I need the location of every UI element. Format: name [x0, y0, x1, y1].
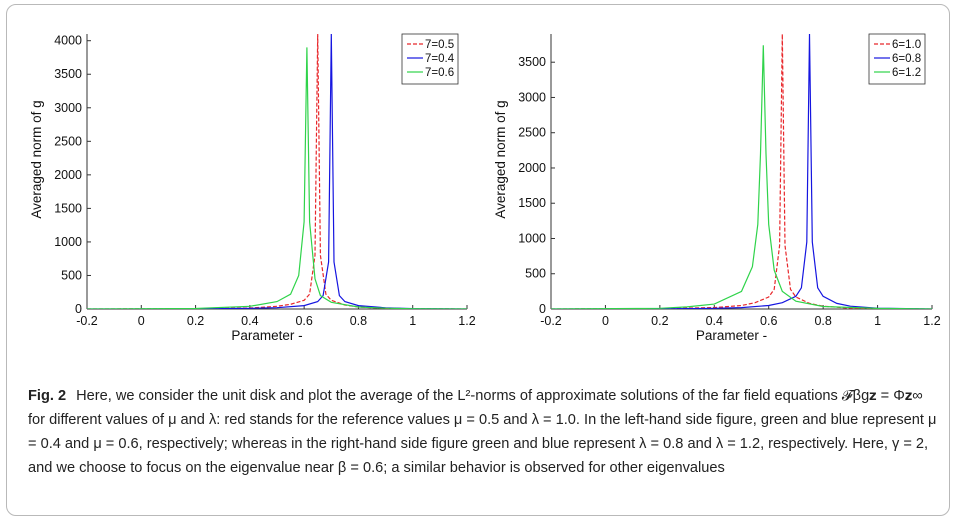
y-tick-label: 1500 [518, 196, 546, 210]
legend: 6=1.0 6=0.8 6=1.2 [868, 33, 926, 85]
y-axis-label: Averaged norm of g [493, 100, 508, 218]
plot-area [87, 33, 467, 309]
series-line-3 [551, 45, 932, 309]
y-tick-label: 2500 [54, 134, 82, 148]
x-tick-label: 0.8 [350, 314, 367, 328]
x-tick-label: 1.2 [458, 314, 475, 328]
x-tick-label: 0.4 [706, 314, 723, 328]
x-axis-label: Parameter - [231, 328, 302, 343]
x-tick-label: 0.6 [295, 314, 312, 328]
legend-label: 6=0.8 [892, 53, 921, 65]
chart-left: -0.2 0 0.2 0.4 0.6 0.8 1 1.20500100015002000250… [29, 33, 476, 343]
x-tick-label: 0 [138, 314, 145, 328]
y-tick-label: 2000 [54, 168, 82, 182]
series-line-3 [87, 47, 467, 309]
y-tick-label: 3000 [518, 90, 546, 104]
y-tick-label: 500 [525, 267, 546, 281]
legend-box [868, 33, 926, 85]
x-tick-label: 0.2 [187, 314, 204, 328]
x-tick-label: 0.8 [814, 314, 831, 328]
legend-label: 7=0.6 [425, 67, 454, 79]
x-tick-label: 0.4 [241, 314, 258, 328]
x-tick-label: 0.6 [760, 314, 777, 328]
y-tick-label: 4000 [54, 34, 82, 48]
y-tick-label: 500 [61, 268, 82, 282]
figure-charts: -0.2 0 0.2 0.4 0.6 0.8 1 1.20500100015002000250… [29, 33, 941, 343]
legend-label: 7=0.5 [425, 39, 454, 51]
x-tick-label: -0.2 [76, 314, 98, 328]
x-tick-label: 1.2 [923, 314, 940, 328]
y-axis-label: Averaged norm of g [29, 100, 44, 218]
x-tick-label: 1 [409, 314, 416, 328]
x-axis-label: Parameter - [696, 328, 767, 343]
y-tick-label: 3500 [518, 55, 546, 69]
y-tick-label: 2500 [518, 126, 546, 140]
x-tick-label: 1 [874, 314, 881, 328]
figure-caption: Fig. 2 Here, we consider the unit disk an… [28, 384, 938, 480]
caption-text: Here, we consider the unit disk and plot… [28, 388, 941, 476]
legend-label: 6=1.0 [892, 39, 921, 51]
figure-frame [6, 4, 950, 516]
series-line-2 [87, 33, 467, 309]
chart-right: -0.2 0 0.2 0.4 0.6 0.8 1 1.20500100015002000250… [493, 33, 941, 343]
x-tick-label: 0 [602, 314, 609, 328]
y-tick-label: 2000 [518, 161, 546, 175]
y-tick-label: 0 [75, 302, 82, 316]
plot-area [551, 33, 932, 309]
x-tick-label: 0.2 [651, 314, 668, 328]
y-tick-label: 3000 [54, 101, 82, 115]
legend-label: 6=1.2 [892, 67, 921, 79]
y-tick-label: 1000 [518, 231, 546, 245]
legend: 7=0.5 7=0.4 7=0.6 [401, 33, 459, 85]
y-tick-label: 1500 [54, 201, 82, 215]
x-tick-label: -0.2 [540, 314, 562, 328]
y-tick-label: 3500 [54, 67, 82, 81]
y-tick-label: 1000 [54, 235, 82, 249]
legend-label: 7=0.4 [425, 53, 455, 65]
figure-label: Fig. 2 [28, 388, 67, 404]
series-line-2 [551, 33, 932, 309]
y-tick-label: 0 [539, 302, 546, 316]
legend-box [401, 33, 459, 85]
